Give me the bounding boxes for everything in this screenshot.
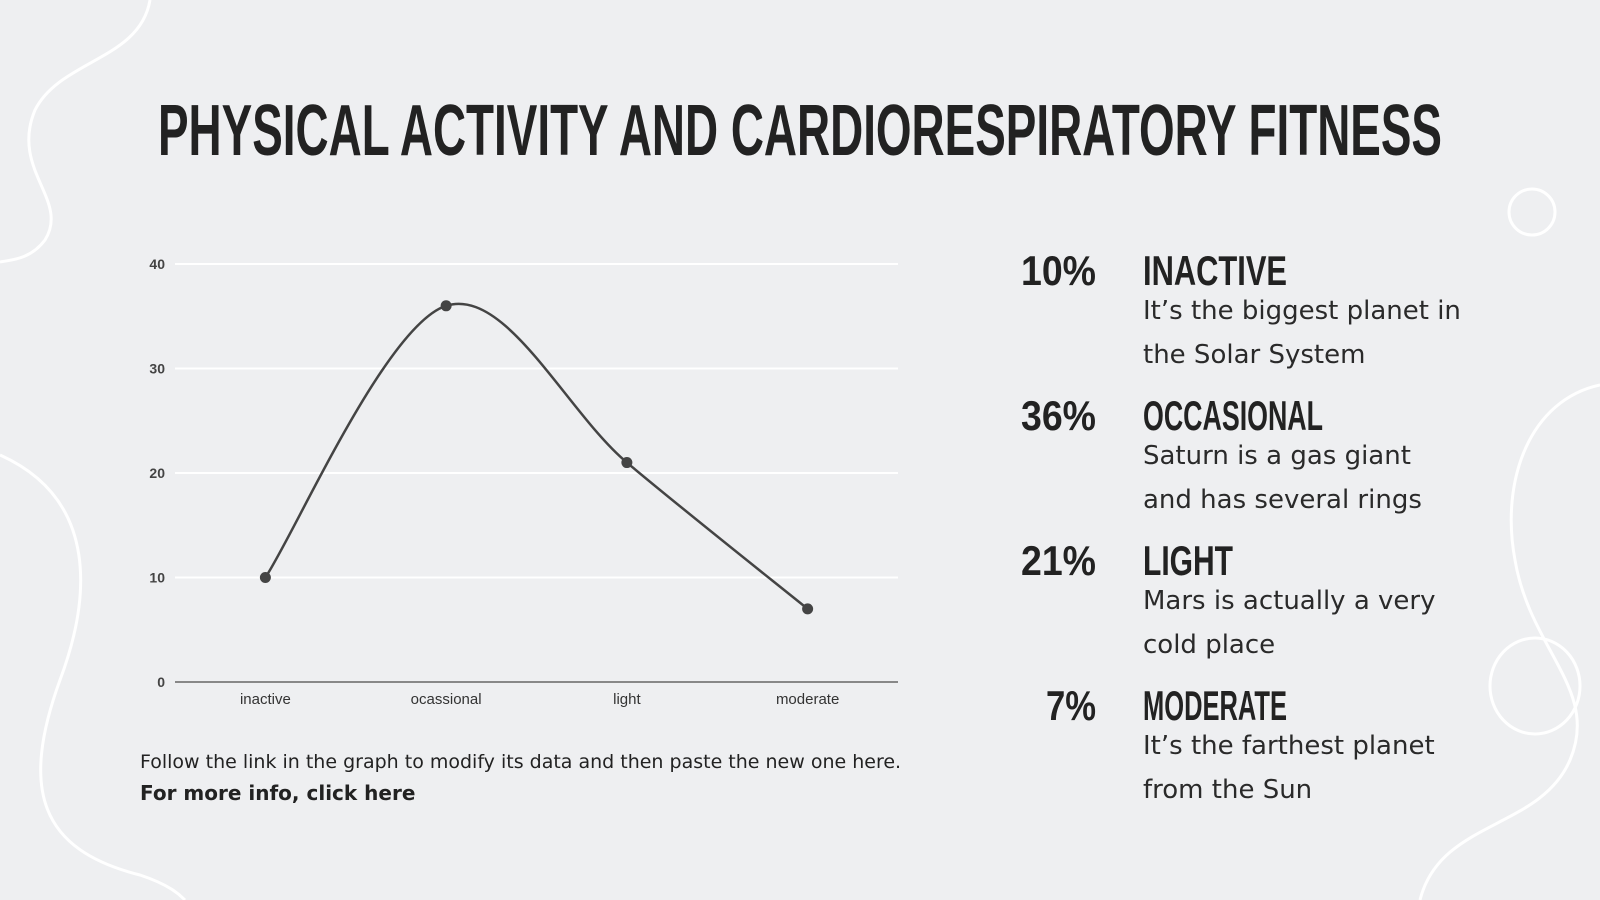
point bbox=[440, 300, 452, 312]
item-description: and has several rings bbox=[1143, 485, 1422, 515]
line bbox=[264, 302, 809, 610]
curve bbox=[0, 453, 187, 900]
curve bbox=[1418, 383, 1600, 900]
item-value: 10% bbox=[1021, 247, 1096, 294]
x-tick-label: inactive bbox=[240, 691, 291, 708]
point bbox=[802, 603, 814, 615]
y-tick-label: 20 bbox=[149, 465, 165, 481]
chart: 0 10 20 30 40 inactive ocassional light moderate bbox=[149, 256, 898, 708]
note: Follow the link in the graph to modify i… bbox=[140, 751, 901, 773]
y-tick-label: 30 bbox=[149, 361, 165, 377]
item-description: cold place bbox=[1143, 630, 1275, 660]
item-description: It’s the biggest planet in bbox=[1143, 296, 1461, 326]
item-description: Saturn is a gas giant bbox=[1143, 441, 1411, 471]
item-value: 21% bbox=[1021, 537, 1096, 584]
item-label: MODERATE bbox=[1143, 682, 1287, 729]
x-tick-label: ocassional bbox=[411, 691, 482, 708]
y-tick-label: 0 bbox=[157, 674, 165, 690]
item-label: OCCASIONAL bbox=[1143, 392, 1323, 439]
item-label: INACTIVE bbox=[1143, 247, 1287, 294]
item-label: LIGHT bbox=[1143, 537, 1233, 584]
y-tick-label: 40 bbox=[149, 256, 165, 272]
item-description: the Solar System bbox=[1143, 340, 1365, 370]
item-description: Mars is actually a very bbox=[1143, 586, 1436, 616]
item-value: 36% bbox=[1021, 392, 1096, 439]
y-tick-label: 10 bbox=[149, 570, 165, 586]
x-tick-label: moderate bbox=[776, 691, 839, 708]
item-value: 7% bbox=[1046, 682, 1096, 729]
curve bbox=[0, 0, 152, 264]
link[interactable]: For more info, click here bbox=[140, 781, 415, 805]
ring bbox=[1507, 187, 1557, 237]
point bbox=[259, 572, 271, 583]
title: PHYSICAL ACTIVITY AND CARDIORESPIRATORY … bbox=[158, 91, 1442, 171]
point bbox=[621, 457, 633, 469]
x-tick-label: light bbox=[613, 691, 641, 708]
item-description: from the Sun bbox=[1143, 775, 1312, 805]
item-description: It’s the farthest planet bbox=[1143, 731, 1435, 761]
ring bbox=[1488, 636, 1582, 736]
